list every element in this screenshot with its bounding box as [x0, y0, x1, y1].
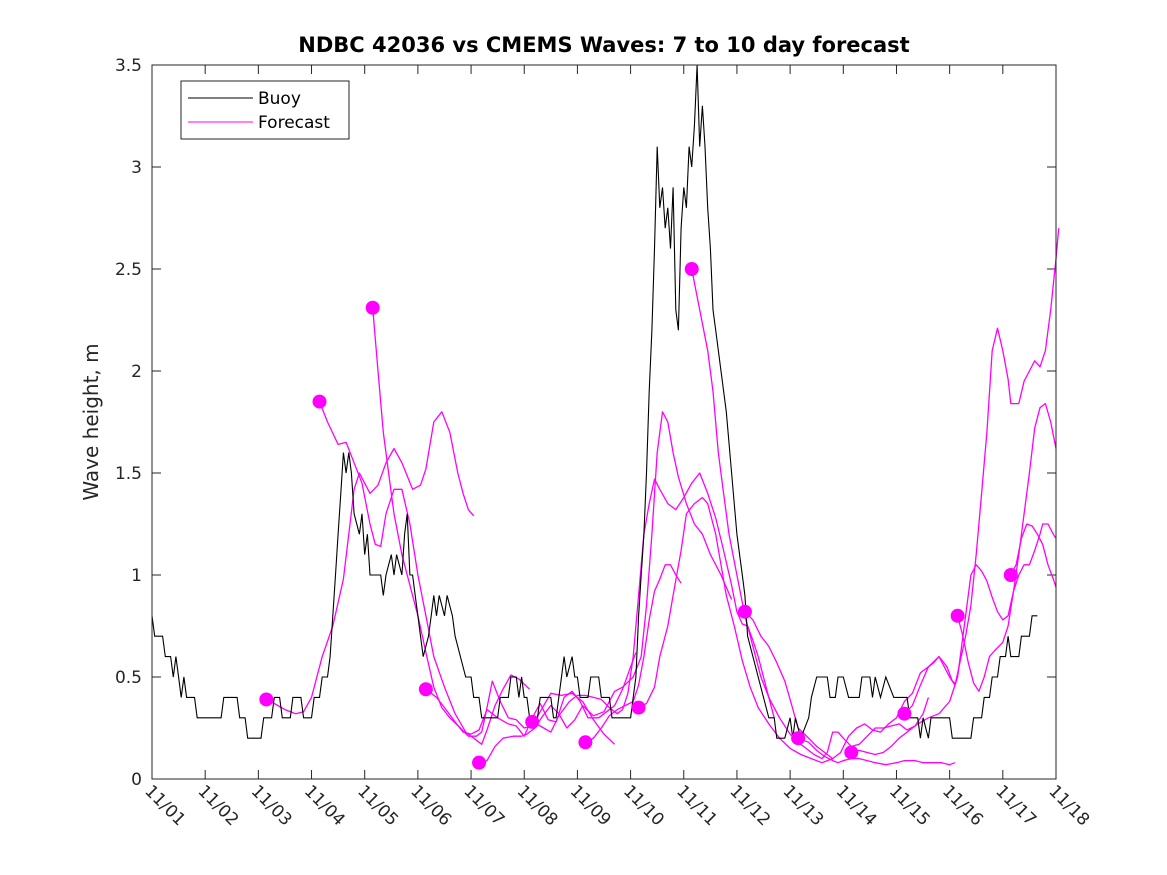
x-tick-label: 11/01 — [140, 781, 189, 830]
forecast-start-marker — [897, 706, 912, 721]
x-tick-label: 11/14 — [832, 781, 881, 830]
forecast-start-marker — [950, 608, 965, 623]
forecast-start-marker — [472, 755, 487, 770]
x-tick-label: 11/02 — [194, 781, 243, 830]
y-tick-label: 0.5 — [115, 668, 142, 688]
x-tick-label: 11/08 — [513, 781, 562, 830]
x-tick-label: 11/09 — [566, 781, 615, 830]
x-tick-label: 11/15 — [885, 781, 934, 830]
y-tick-label: 3 — [131, 158, 142, 178]
x-tick-label: 11/11 — [672, 781, 721, 830]
y-tick-label: 0 — [131, 770, 142, 790]
forecast-start-marker — [1003, 568, 1018, 582]
legend-label-forecast: Forecast — [258, 113, 330, 133]
forecast-start-marker — [791, 731, 806, 746]
x-tick-label: 11/06 — [406, 781, 455, 830]
forecast-start-marker — [418, 682, 433, 697]
forecast-start-marker — [737, 604, 752, 619]
forecast-line — [425, 652, 637, 737]
forecast-start-marker — [259, 692, 274, 707]
legend-label-buoy: Buoy — [258, 89, 301, 109]
x-tick-label: 11/13 — [779, 781, 828, 830]
y-tick-label: 2 — [131, 362, 142, 382]
forecast-line — [903, 228, 1060, 715]
chart-title: NDBC 42036 vs CMEMS Waves: 7 to 10 day f… — [298, 33, 909, 57]
x-tick-label: 11/07 — [460, 781, 509, 830]
forecast-line — [956, 402, 1057, 692]
forecast-line — [691, 268, 930, 760]
legend: Buoy Forecast — [180, 80, 350, 140]
x-tick-label: 11/04 — [300, 781, 349, 830]
plot-frame — [151, 64, 1057, 780]
y-axis-label: Wave height, m — [79, 343, 103, 500]
x-tick-label: 11/03 — [247, 781, 296, 830]
buoy-line — [151, 64, 1038, 740]
forecast-line — [851, 523, 1057, 756]
x-tick-label: 11/10 — [619, 781, 668, 830]
y-tick-label: 3.5 — [115, 56, 142, 76]
forecast-line — [585, 564, 682, 743]
forecast-line — [478, 411, 733, 764]
forecast-start-marker — [844, 745, 859, 760]
forecast-line — [1010, 523, 1057, 588]
forecast-line — [638, 496, 833, 764]
forecast-start-marker — [365, 300, 380, 315]
forecast-start-marker — [631, 700, 646, 715]
forecast-start-marker — [312, 394, 327, 409]
forecast-line — [797, 737, 956, 766]
x-tick-label: 11/16 — [938, 781, 987, 830]
plot-area — [152, 65, 1056, 779]
forecast-start-marker — [684, 262, 699, 276]
legend-box — [180, 80, 350, 140]
y-axis: 0 0.5 1 1.5 2 2.5 3 3.5 — [115, 56, 1056, 790]
x-tick-label: 11/18 — [1044, 781, 1093, 830]
series-layer — [151, 64, 1060, 770]
forecast-line — [531, 472, 775, 733]
y-tick-label: 1.5 — [115, 464, 142, 484]
x-tick-label: 11/12 — [725, 781, 774, 830]
x-tick-label: 11/05 — [353, 781, 402, 830]
forecast-start-marker — [578, 735, 593, 750]
forecast-line — [266, 411, 475, 715]
forecast-line — [744, 611, 956, 760]
forecast-line — [372, 307, 616, 745]
forecast-start-marker — [525, 714, 540, 729]
y-tick-label: 1 — [131, 566, 142, 586]
x-tick-label: 11/17 — [991, 781, 1040, 830]
y-tick-label: 2.5 — [115, 260, 142, 280]
